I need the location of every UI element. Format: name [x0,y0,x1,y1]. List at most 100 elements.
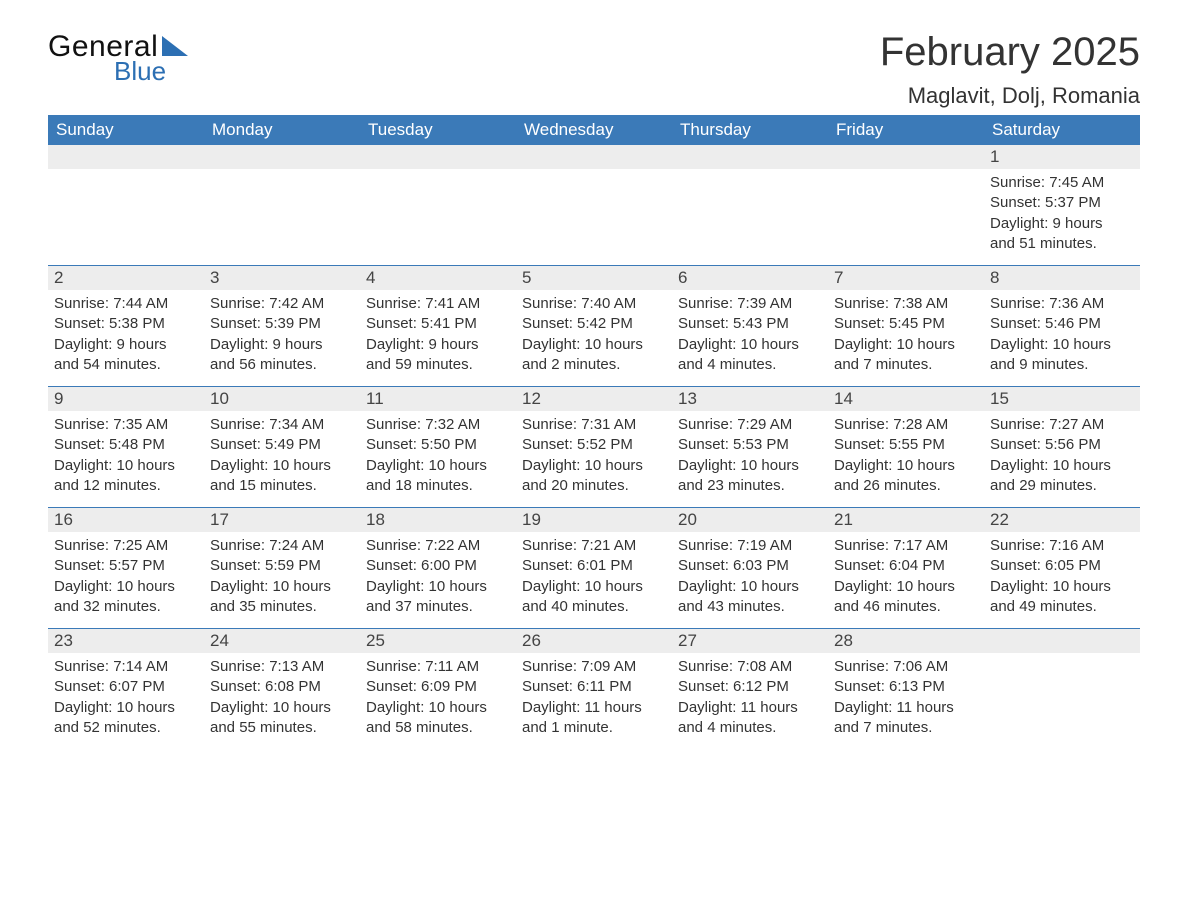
day-body [984,653,1140,713]
day-number: 25 [360,629,516,653]
day-sunset: Sunset: 6:13 PM [834,677,978,697]
day-body: Sunrise: 7:21 AMSunset: 6:01 PMDaylight:… [516,532,672,627]
day-number: 19 [516,508,672,532]
calendar-cell: 24Sunrise: 7:13 AMSunset: 6:08 PMDayligh… [204,629,360,749]
day-dl2: and 18 minutes. [366,476,510,496]
day-body: Sunrise: 7:34 AMSunset: 5:49 PMDaylight:… [204,411,360,506]
day-sunset: Sunset: 5:52 PM [522,435,666,455]
day-sunrise: Sunrise: 7:39 AM [678,294,822,314]
day-number [204,145,360,169]
day-number: 2 [48,266,204,290]
week-row: 9Sunrise: 7:35 AMSunset: 5:48 PMDaylight… [48,386,1140,507]
day-sunset: Sunset: 5:49 PM [210,435,354,455]
calendar-cell: 28Sunrise: 7:06 AMSunset: 6:13 PMDayligh… [828,629,984,749]
day-dl2: and 29 minutes. [990,476,1134,496]
day-dl2: and 1 minute. [522,718,666,738]
calendar-cell: 13Sunrise: 7:29 AMSunset: 5:53 PMDayligh… [672,387,828,507]
day-sunrise: Sunrise: 7:24 AM [210,536,354,556]
day-dl2: and 7 minutes. [834,718,978,738]
day-sunset: Sunset: 6:11 PM [522,677,666,697]
day-sunset: Sunset: 6:04 PM [834,556,978,576]
day-sunset: Sunset: 5:50 PM [366,435,510,455]
day-sunrise: Sunrise: 7:17 AM [834,536,978,556]
day-sunrise: Sunrise: 7:42 AM [210,294,354,314]
day-sunrise: Sunrise: 7:11 AM [366,657,510,677]
day-dl1: Daylight: 9 hours [990,214,1134,234]
day-body: Sunrise: 7:29 AMSunset: 5:53 PMDaylight:… [672,411,828,506]
day-body: Sunrise: 7:38 AMSunset: 5:45 PMDaylight:… [828,290,984,385]
day-number: 28 [828,629,984,653]
day-sunset: Sunset: 5:53 PM [678,435,822,455]
day-dl1: Daylight: 9 hours [210,335,354,355]
day-dl2: and 58 minutes. [366,718,510,738]
day-dl2: and 37 minutes. [366,597,510,617]
calendar-cell: 11Sunrise: 7:32 AMSunset: 5:50 PMDayligh… [360,387,516,507]
day-sunset: Sunset: 5:39 PM [210,314,354,334]
day-sunrise: Sunrise: 7:09 AM [522,657,666,677]
day-number: 27 [672,629,828,653]
day-dl1: Daylight: 10 hours [678,456,822,476]
day-body: Sunrise: 7:27 AMSunset: 5:56 PMDaylight:… [984,411,1140,506]
dayheader-tue: Tuesday [360,115,516,145]
calendar-cell: 12Sunrise: 7:31 AMSunset: 5:52 PMDayligh… [516,387,672,507]
day-body: Sunrise: 7:11 AMSunset: 6:09 PMDaylight:… [360,653,516,748]
day-sunset: Sunset: 5:57 PM [54,556,198,576]
day-dl1: Daylight: 10 hours [990,335,1134,355]
day-body: Sunrise: 7:35 AMSunset: 5:48 PMDaylight:… [48,411,204,506]
day-dl1: Daylight: 10 hours [54,698,198,718]
day-sunrise: Sunrise: 7:27 AM [990,415,1134,435]
day-dl2: and 20 minutes. [522,476,666,496]
day-dl1: Daylight: 10 hours [54,577,198,597]
calendar-cell: 15Sunrise: 7:27 AMSunset: 5:56 PMDayligh… [984,387,1140,507]
calendar-cell: 27Sunrise: 7:08 AMSunset: 6:12 PMDayligh… [672,629,828,749]
day-number: 14 [828,387,984,411]
day-body: Sunrise: 7:09 AMSunset: 6:11 PMDaylight:… [516,653,672,748]
day-dl1: Daylight: 9 hours [54,335,198,355]
day-sunrise: Sunrise: 7:32 AM [366,415,510,435]
calendar-cell: 4Sunrise: 7:41 AMSunset: 5:41 PMDaylight… [360,266,516,386]
day-dl2: and 23 minutes. [678,476,822,496]
day-number [360,145,516,169]
calendar-cell [48,145,204,265]
calendar-cell: 5Sunrise: 7:40 AMSunset: 5:42 PMDaylight… [516,266,672,386]
day-dl1: Daylight: 10 hours [990,456,1134,476]
calendar-cell [828,145,984,265]
day-body: Sunrise: 7:32 AMSunset: 5:50 PMDaylight:… [360,411,516,506]
dayheader-sun: Sunday [48,115,204,145]
day-body: Sunrise: 7:19 AMSunset: 6:03 PMDaylight:… [672,532,828,627]
day-number: 7 [828,266,984,290]
day-sunset: Sunset: 6:07 PM [54,677,198,697]
day-number: 12 [516,387,672,411]
calendar-cell: 20Sunrise: 7:19 AMSunset: 6:03 PMDayligh… [672,508,828,628]
day-sunset: Sunset: 5:38 PM [54,314,198,334]
day-sunset: Sunset: 6:00 PM [366,556,510,576]
day-body: Sunrise: 7:24 AMSunset: 5:59 PMDaylight:… [204,532,360,627]
day-sunrise: Sunrise: 7:34 AM [210,415,354,435]
day-dl2: and 55 minutes. [210,718,354,738]
day-dl1: Daylight: 11 hours [834,698,978,718]
day-sunrise: Sunrise: 7:08 AM [678,657,822,677]
dayheader-sat: Saturday [984,115,1140,145]
day-number [672,145,828,169]
week-row: 23Sunrise: 7:14 AMSunset: 6:07 PMDayligh… [48,628,1140,749]
day-number: 17 [204,508,360,532]
day-sunrise: Sunrise: 7:19 AM [678,536,822,556]
day-sunrise: Sunrise: 7:40 AM [522,294,666,314]
day-sunrise: Sunrise: 7:14 AM [54,657,198,677]
day-dl2: and 12 minutes. [54,476,198,496]
day-dl2: and 7 minutes. [834,355,978,375]
day-number: 6 [672,266,828,290]
day-sunset: Sunset: 6:12 PM [678,677,822,697]
calendar-cell: 16Sunrise: 7:25 AMSunset: 5:57 PMDayligh… [48,508,204,628]
day-number: 8 [984,266,1140,290]
calendar-cell: 23Sunrise: 7:14 AMSunset: 6:07 PMDayligh… [48,629,204,749]
week-row: 2Sunrise: 7:44 AMSunset: 5:38 PMDaylight… [48,265,1140,386]
day-body: Sunrise: 7:13 AMSunset: 6:08 PMDaylight:… [204,653,360,748]
day-dl2: and 9 minutes. [990,355,1134,375]
day-sunrise: Sunrise: 7:36 AM [990,294,1134,314]
day-number [984,629,1140,653]
calendar-cell [360,145,516,265]
calendar-cell: 25Sunrise: 7:11 AMSunset: 6:09 PMDayligh… [360,629,516,749]
calendar-cell: 17Sunrise: 7:24 AMSunset: 5:59 PMDayligh… [204,508,360,628]
day-sunrise: Sunrise: 7:28 AM [834,415,978,435]
